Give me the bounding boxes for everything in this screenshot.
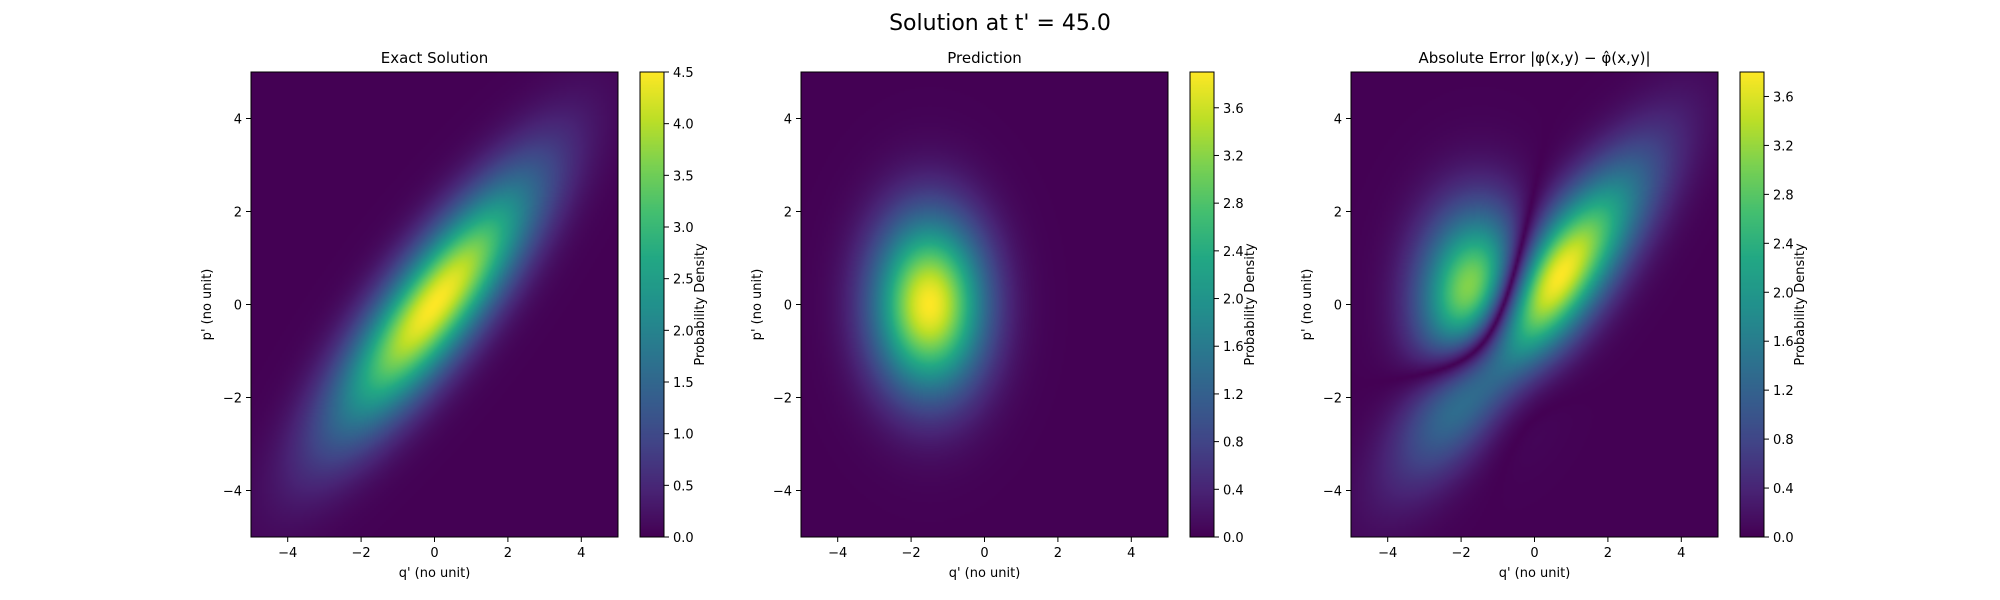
heatmap-image: [251, 72, 618, 537]
colorbar-tick-label: 1.2: [1223, 388, 1244, 403]
y-tick-label: 4: [784, 113, 792, 128]
x-axis-label: q' (no unit): [1499, 566, 1571, 581]
x-tick-label: −4: [278, 546, 297, 561]
colorbar-tick-label: 0.5: [673, 479, 694, 494]
colorbar-tick-label: 4.5: [673, 66, 694, 81]
y-tick-label: −2: [223, 392, 242, 407]
x-tick-label: 0: [980, 546, 988, 561]
colorbar-tick-label: 2.0: [1773, 286, 1794, 301]
y-tick-label: 2: [1334, 206, 1342, 221]
colorbar-tick-label: 3.2: [1223, 149, 1244, 164]
colorbar-tick-label: 1.6: [1773, 335, 1794, 350]
colorbar-tick-label: 4.0: [673, 118, 694, 133]
colorbar-label: Probability Density: [1793, 243, 1808, 366]
colorbar-tick-label: 2.8: [1773, 188, 1794, 203]
colorbar-tick-label: 3.5: [673, 169, 694, 184]
y-tick-label: −4: [773, 485, 792, 500]
y-tick-label: −4: [223, 485, 242, 500]
subplot-1: Exact Solution −4 −2 0 2 4 −4 −2 0 2 4 q' (no unit)…: [200, 49, 708, 581]
colorbar-tick-label: 2.4: [1773, 237, 1794, 252]
x-axis-label: q' (no unit): [949, 566, 1021, 581]
colorbar-tick-label: 0.0: [1773, 531, 1794, 546]
y-tick-label: 4: [1334, 113, 1342, 128]
colorbar-frame: [639, 71, 665, 538]
colorbar-tick-label: 2.0: [673, 324, 694, 339]
colorbar-tick-label: 1.0: [673, 428, 694, 443]
subplot-title: Absolute Error |φ(x,y) − φ̂(x,y)|: [1418, 49, 1650, 67]
x-tick-label: 2: [1604, 546, 1612, 561]
figure-title: Solution at t' = 45.0: [889, 11, 1111, 36]
y-tick-label: −2: [1323, 392, 1342, 407]
y-tick-label: 0: [234, 299, 242, 314]
colorbar-tick-label: 3.2: [1773, 139, 1794, 154]
subplots: Exact Solution −4 −2 0 2 4 −4 −2 0 2 4 q' (no unit)…: [200, 49, 1808, 581]
colorbar-tick-label: 3.6: [1223, 102, 1244, 117]
y-tick-label: 0: [784, 299, 792, 314]
x-tick-label: 4: [1677, 546, 1685, 561]
colorbar-tick-label: 2.5: [673, 273, 694, 288]
colorbar: [1190, 72, 1214, 537]
colorbar-tick-label: 0.8: [1773, 433, 1794, 448]
colorbar-tick-label: 2.4: [1223, 245, 1244, 260]
colorbar-tick-label: 0.4: [1773, 482, 1794, 497]
colorbar-label: Probability Density: [1243, 243, 1258, 366]
colorbar-label: Probability Density: [693, 243, 708, 366]
y-axis-label: p' (no unit): [750, 269, 765, 341]
colorbar-tick-label: 3.6: [1773, 90, 1794, 105]
heatmap-image: [801, 72, 1168, 537]
subplot-title: Exact Solution: [381, 49, 489, 67]
heatmap-image: [1351, 72, 1718, 537]
y-tick-label: 0: [1334, 299, 1342, 314]
colorbar-tick-label: 0.8: [1223, 436, 1244, 451]
x-tick-label: 4: [1127, 546, 1135, 561]
x-tick-label: −4: [828, 546, 847, 561]
colorbar-frame: [1189, 71, 1215, 538]
y-tick-label: −4: [1323, 485, 1342, 500]
y-tick-label: 4: [234, 113, 242, 128]
y-tick-label: 2: [784, 206, 792, 221]
colorbar-tick-label: 2.0: [1223, 293, 1244, 308]
colorbar-tick-label: 0.0: [1223, 531, 1244, 546]
colorbar-tick-label: 1.2: [1773, 384, 1794, 399]
x-tick-label: 0: [430, 546, 438, 561]
y-tick-label: 2: [234, 206, 242, 221]
x-tick-label: 0: [1530, 546, 1538, 561]
colorbar: [1740, 72, 1764, 537]
colorbar-tick-label: 1.6: [1223, 340, 1244, 355]
colorbar-tick-label: 0.4: [1223, 483, 1244, 498]
colorbar-frame: [1739, 71, 1765, 538]
x-tick-label: −2: [352, 546, 371, 561]
y-axis-label: p' (no unit): [200, 269, 215, 341]
x-tick-label: 4: [577, 546, 585, 561]
x-tick-label: −2: [1452, 546, 1471, 561]
subplot-title: Prediction: [947, 49, 1022, 67]
colorbar-tick-label: 2.8: [1223, 197, 1244, 212]
y-axis-label: p' (no unit): [1300, 269, 1315, 341]
colorbar-tick-label: 3.0: [673, 221, 694, 236]
x-tick-label: 2: [1054, 546, 1062, 561]
x-tick-label: 2: [504, 546, 512, 561]
colorbar-tick-label: 0.0: [673, 531, 694, 546]
subplot-3: Absolute Error |φ(x,y) − φ̂(x,y)| −4 −2 0 2 4…: [1300, 49, 1808, 581]
colorbar-tick-label: 1.5: [673, 376, 694, 391]
x-tick-label: −4: [1378, 546, 1397, 561]
x-axis-label: q' (no unit): [399, 566, 471, 581]
x-tick-label: −2: [902, 546, 921, 561]
y-tick-label: −2: [773, 392, 792, 407]
subplot-2: Prediction −4 −2 0 2 4 −4 −2 0 2 4 q' (no unit) p' (…: [750, 49, 1258, 581]
colorbar: [640, 72, 664, 537]
